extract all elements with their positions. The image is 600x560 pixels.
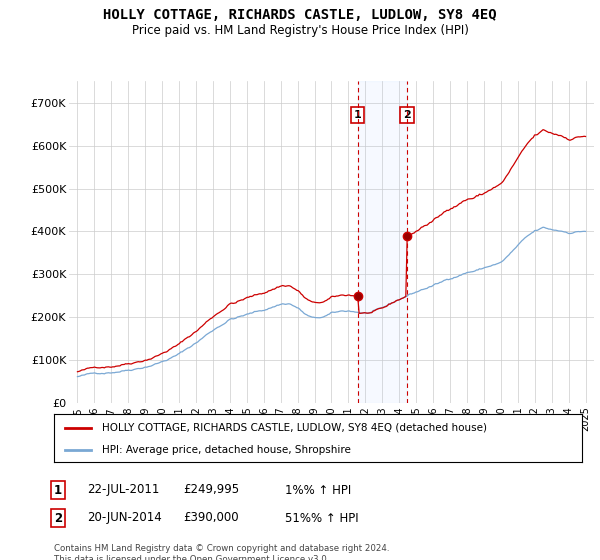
Text: HOLLY COTTAGE, RICHARDS CASTLE, LUDLOW, SY8 4EQ: HOLLY COTTAGE, RICHARDS CASTLE, LUDLOW, … bbox=[103, 8, 497, 22]
Text: 20-JUN-2014: 20-JUN-2014 bbox=[87, 511, 162, 525]
Text: HOLLY COTTAGE, RICHARDS CASTLE, LUDLOW, SY8 4EQ (detached house): HOLLY COTTAGE, RICHARDS CASTLE, LUDLOW, … bbox=[101, 423, 487, 433]
Text: 1%% ↑ HPI: 1%% ↑ HPI bbox=[285, 483, 351, 497]
Text: HPI: Average price, detached house, Shropshire: HPI: Average price, detached house, Shro… bbox=[101, 445, 350, 455]
Text: 1: 1 bbox=[54, 483, 62, 497]
Text: 51%% ↑ HPI: 51%% ↑ HPI bbox=[285, 511, 359, 525]
Text: 22-JUL-2011: 22-JUL-2011 bbox=[87, 483, 160, 497]
Text: £390,000: £390,000 bbox=[183, 511, 239, 525]
Bar bbox=[358, 81, 407, 403]
Text: Price paid vs. HM Land Registry's House Price Index (HPI): Price paid vs. HM Land Registry's House … bbox=[131, 24, 469, 36]
Text: Contains HM Land Registry data © Crown copyright and database right 2024.
This d: Contains HM Land Registry data © Crown c… bbox=[54, 544, 389, 560]
Text: 2: 2 bbox=[54, 511, 62, 525]
Text: 1: 1 bbox=[354, 110, 362, 120]
Text: 2: 2 bbox=[403, 110, 411, 120]
Text: £249,995: £249,995 bbox=[183, 483, 239, 497]
